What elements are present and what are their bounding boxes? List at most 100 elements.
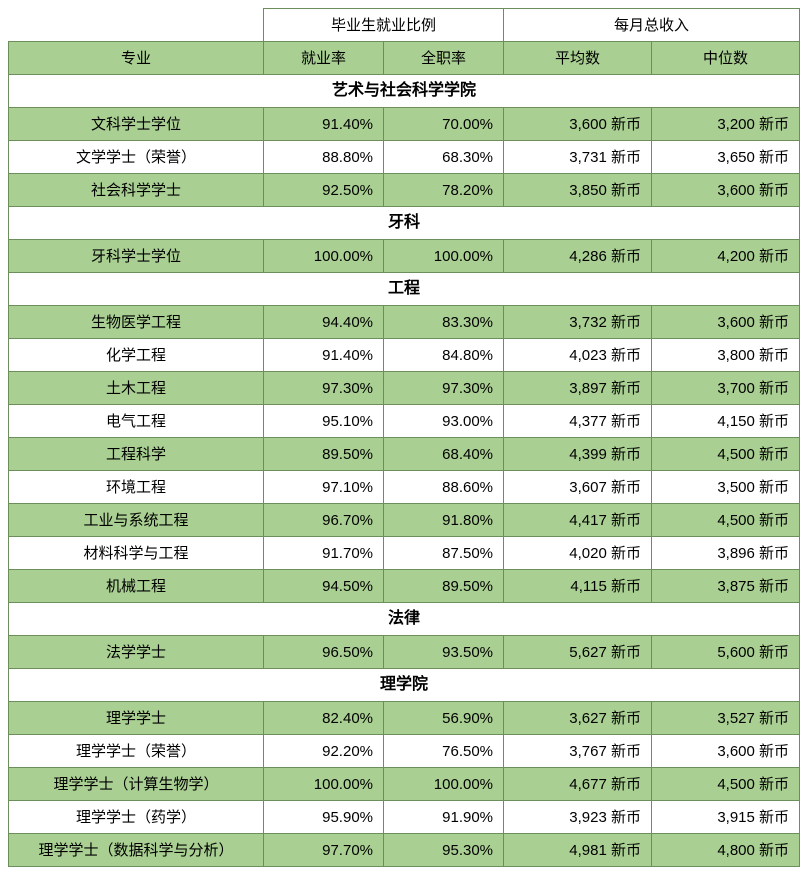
table-row: 理学学士（数据科学与分析）97.70%95.30%4,981 新币4,800 新… bbox=[9, 834, 800, 867]
cell-emp-rate: 97.30% bbox=[264, 372, 384, 405]
table-row: 理学学士（计算生物学）100.00%100.00%4,677 新币4,500 新… bbox=[9, 768, 800, 801]
table-row: 机械工程94.50%89.50%4,115 新币3,875 新币 bbox=[9, 570, 800, 603]
cell-emp-rate: 89.50% bbox=[264, 438, 384, 471]
table-row: 社会科学学士92.50%78.20%3,850 新币3,600 新币 bbox=[9, 174, 800, 207]
cell-median: 4,800 新币 bbox=[652, 834, 800, 867]
cell-mean: 4,023 新币 bbox=[504, 339, 652, 372]
cell-major: 理学学士（荣誉） bbox=[9, 735, 264, 768]
group-row: 法律 bbox=[9, 603, 800, 636]
cell-median: 3,527 新币 bbox=[652, 702, 800, 735]
cell-emp-rate: 82.40% bbox=[264, 702, 384, 735]
group-title: 艺术与社会科学学院 bbox=[9, 75, 800, 108]
header-employment-ratio: 毕业生就业比例 bbox=[264, 9, 504, 42]
cell-major: 理学学士（药学） bbox=[9, 801, 264, 834]
cell-fulltime-rate: 76.50% bbox=[384, 735, 504, 768]
header-emp-rate: 就业率 bbox=[264, 42, 384, 75]
cell-fulltime-rate: 88.60% bbox=[384, 471, 504, 504]
cell-mean: 3,607 新币 bbox=[504, 471, 652, 504]
cell-mean: 4,377 新币 bbox=[504, 405, 652, 438]
cell-emp-rate: 100.00% bbox=[264, 240, 384, 273]
cell-emp-rate: 97.10% bbox=[264, 471, 384, 504]
header-row-2: 专业 就业率 全职率 平均数 中位数 bbox=[9, 42, 800, 75]
cell-median: 4,500 新币 bbox=[652, 438, 800, 471]
cell-fulltime-rate: 70.00% bbox=[384, 108, 504, 141]
blank-header bbox=[9, 9, 264, 42]
header-major: 专业 bbox=[9, 42, 264, 75]
cell-mean: 3,732 新币 bbox=[504, 306, 652, 339]
cell-mean: 3,627 新币 bbox=[504, 702, 652, 735]
cell-emp-rate: 92.50% bbox=[264, 174, 384, 207]
cell-fulltime-rate: 91.90% bbox=[384, 801, 504, 834]
cell-emp-rate: 100.00% bbox=[264, 768, 384, 801]
cell-mean: 4,020 新币 bbox=[504, 537, 652, 570]
header-fulltime-rate: 全职率 bbox=[384, 42, 504, 75]
cell-fulltime-rate: 84.80% bbox=[384, 339, 504, 372]
cell-fulltime-rate: 78.20% bbox=[384, 174, 504, 207]
cell-median: 3,800 新币 bbox=[652, 339, 800, 372]
cell-fulltime-rate: 56.90% bbox=[384, 702, 504, 735]
cell-major: 文学学士（荣誉） bbox=[9, 141, 264, 174]
cell-mean: 4,981 新币 bbox=[504, 834, 652, 867]
cell-fulltime-rate: 68.40% bbox=[384, 438, 504, 471]
cell-median: 4,500 新币 bbox=[652, 768, 800, 801]
table-row: 文科学士学位91.40%70.00%3,600 新币3,200 新币 bbox=[9, 108, 800, 141]
cell-median: 4,150 新币 bbox=[652, 405, 800, 438]
cell-mean: 4,399 新币 bbox=[504, 438, 652, 471]
header-row-1: 毕业生就业比例 每月总收入 bbox=[9, 9, 800, 42]
cell-mean: 3,731 新币 bbox=[504, 141, 652, 174]
cell-major: 电气工程 bbox=[9, 405, 264, 438]
cell-major: 牙科学士学位 bbox=[9, 240, 264, 273]
cell-mean: 4,286 新币 bbox=[504, 240, 652, 273]
group-row: 艺术与社会科学学院 bbox=[9, 75, 800, 108]
cell-emp-rate: 95.90% bbox=[264, 801, 384, 834]
cell-median: 4,500 新币 bbox=[652, 504, 800, 537]
cell-median: 3,200 新币 bbox=[652, 108, 800, 141]
table-row: 工程科学89.50%68.40%4,399 新币4,500 新币 bbox=[9, 438, 800, 471]
table-row: 环境工程97.10%88.60%3,607 新币3,500 新币 bbox=[9, 471, 800, 504]
cell-mean: 3,767 新币 bbox=[504, 735, 652, 768]
cell-median: 3,875 新币 bbox=[652, 570, 800, 603]
cell-fulltime-rate: 93.50% bbox=[384, 636, 504, 669]
table-row: 化学工程91.40%84.80%4,023 新币3,800 新币 bbox=[9, 339, 800, 372]
cell-emp-rate: 96.70% bbox=[264, 504, 384, 537]
cell-fulltime-rate: 83.30% bbox=[384, 306, 504, 339]
cell-median: 3,896 新币 bbox=[652, 537, 800, 570]
group-title: 理学院 bbox=[9, 669, 800, 702]
cell-major: 文科学士学位 bbox=[9, 108, 264, 141]
cell-fulltime-rate: 68.30% bbox=[384, 141, 504, 174]
cell-mean: 3,600 新币 bbox=[504, 108, 652, 141]
table-row: 牙科学士学位100.00%100.00%4,286 新币4,200 新币 bbox=[9, 240, 800, 273]
cell-fulltime-rate: 93.00% bbox=[384, 405, 504, 438]
cell-mean: 4,115 新币 bbox=[504, 570, 652, 603]
cell-emp-rate: 96.50% bbox=[264, 636, 384, 669]
cell-major: 机械工程 bbox=[9, 570, 264, 603]
table-row: 土木工程97.30%97.30%3,897 新币3,700 新币 bbox=[9, 372, 800, 405]
table-row: 理学学士（药学）95.90%91.90%3,923 新币3,915 新币 bbox=[9, 801, 800, 834]
table-row: 文学学士（荣誉）88.80%68.30%3,731 新币3,650 新币 bbox=[9, 141, 800, 174]
table-row: 法学学士96.50%93.50%5,627 新币5,600 新币 bbox=[9, 636, 800, 669]
cell-mean: 4,417 新币 bbox=[504, 504, 652, 537]
group-title: 工程 bbox=[9, 273, 800, 306]
header-mean: 平均数 bbox=[504, 42, 652, 75]
cell-mean: 4,677 新币 bbox=[504, 768, 652, 801]
cell-major: 法学学士 bbox=[9, 636, 264, 669]
cell-fulltime-rate: 95.30% bbox=[384, 834, 504, 867]
group-row: 工程 bbox=[9, 273, 800, 306]
cell-fulltime-rate: 87.50% bbox=[384, 537, 504, 570]
cell-median: 4,200 新币 bbox=[652, 240, 800, 273]
cell-mean: 5,627 新币 bbox=[504, 636, 652, 669]
cell-major: 工业与系统工程 bbox=[9, 504, 264, 537]
cell-emp-rate: 91.40% bbox=[264, 108, 384, 141]
cell-major: 环境工程 bbox=[9, 471, 264, 504]
cell-mean: 3,923 新币 bbox=[504, 801, 652, 834]
table-row: 生物医学工程94.40%83.30%3,732 新币3,600 新币 bbox=[9, 306, 800, 339]
group-title: 牙科 bbox=[9, 207, 800, 240]
group-row: 牙科 bbox=[9, 207, 800, 240]
cell-median: 3,600 新币 bbox=[652, 306, 800, 339]
cell-mean: 3,850 新币 bbox=[504, 174, 652, 207]
cell-median: 3,500 新币 bbox=[652, 471, 800, 504]
cell-median: 3,600 新币 bbox=[652, 735, 800, 768]
cell-major: 材料科学与工程 bbox=[9, 537, 264, 570]
cell-mean: 3,897 新币 bbox=[504, 372, 652, 405]
employment-table: 毕业生就业比例 每月总收入 专业 就业率 全职率 平均数 中位数 艺术与社会科学… bbox=[8, 8, 800, 867]
